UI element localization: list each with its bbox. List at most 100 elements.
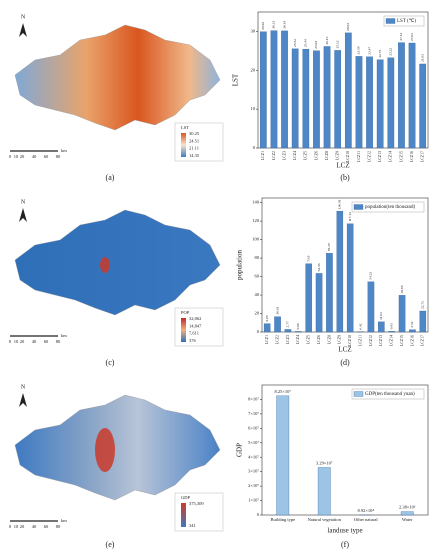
bar: [323, 46, 331, 149]
legend-label: GDP(ten thousand yuan): [365, 392, 415, 397]
data-label: 130.81: [338, 199, 342, 209]
scale-unit: km: [61, 148, 67, 153]
x-tick-label: LCZ5: [304, 151, 308, 160]
scale-label: 60: [44, 339, 49, 344]
x-axis-label: LCZ: [336, 162, 349, 170]
y-tick-label: 60: [255, 274, 260, 279]
data-label: 2.77: [286, 321, 290, 327]
legend-title: GDP: [181, 495, 190, 500]
bar: [366, 56, 373, 149]
data-label: 85.18: [327, 243, 331, 251]
x-tick-label: Water: [402, 517, 413, 522]
y-tick-label: 8×10⁷: [248, 396, 259, 401]
bar: [419, 63, 427, 149]
bar: [259, 31, 267, 149]
data-label: 23.22: [389, 48, 393, 56]
scale-label: 20: [20, 524, 25, 529]
x-tick-label: LCZ10: [348, 335, 352, 346]
x-tick-label: LCZ17: [421, 335, 425, 346]
bar: [400, 511, 414, 516]
bar: [409, 329, 416, 333]
scale-unit: km: [61, 333, 67, 338]
bar: [295, 331, 302, 333]
bar: [408, 42, 416, 149]
legend-label: 24.51: [189, 138, 199, 143]
scale-label: 0: [9, 154, 12, 159]
data-label: 25.44: [304, 39, 308, 47]
legend-swatch: [353, 391, 364, 397]
data-label: 27.13: [399, 32, 403, 40]
data-label: 25.52: [293, 39, 297, 47]
scale-label: 80: [56, 154, 61, 159]
x-tick-label: LCZ8: [327, 335, 331, 344]
map-hotspot: [100, 257, 110, 273]
x-tick-label: LCZ13: [379, 335, 383, 346]
data-label: 21.63: [420, 54, 424, 62]
data-label: 63.38: [317, 263, 321, 271]
map-region: [14, 209, 221, 316]
y-tick-label: 1×10⁷: [248, 498, 259, 503]
x-tick-label: LCZ16: [410, 335, 414, 346]
scale-label: 10: [14, 524, 19, 529]
panel-label: (a): [106, 173, 115, 182]
x-tick-label: LCZ11: [357, 151, 361, 162]
x-tick-label: LCZ11: [358, 335, 362, 346]
x-tick-label: LCZ5: [307, 335, 311, 344]
y-tick-label: 3×10⁷: [248, 469, 259, 474]
data-label: 11.01: [379, 312, 383, 320]
bar: [336, 210, 344, 333]
data-label: 26.13: [325, 36, 329, 44]
scale-label: 10: [14, 154, 19, 159]
scale-label: 60: [44, 524, 49, 529]
x-tick-label: LCZ6: [314, 151, 318, 160]
x-tick-label: LCZ14: [390, 335, 394, 346]
data-label: 117.13: [348, 212, 352, 222]
data-label: 2.52: [410, 321, 414, 327]
y-tick-label: 40: [255, 292, 260, 297]
panel-label: (d): [340, 358, 350, 367]
data-label: 30.21: [272, 20, 276, 28]
bar: [270, 30, 278, 149]
y-tick-label: 2×10⁷: [248, 483, 259, 488]
x-tick-label: LCZ15: [400, 335, 404, 346]
y-tick-label: 6×10⁷: [248, 425, 259, 430]
data-label: 25.03: [314, 41, 318, 49]
map-region: [14, 24, 221, 131]
x-tick-label: Natural vegetation: [308, 517, 342, 522]
y-tick-label: 0: [257, 512, 260, 517]
north-label: N: [21, 14, 26, 20]
x-tick-label: LCZ2: [272, 151, 276, 160]
scale-label: 0: [9, 339, 12, 344]
panel-label: (c): [106, 358, 115, 367]
bar: [355, 56, 363, 149]
data-label: 29.92: [261, 22, 265, 30]
y-tick-label: 0: [253, 145, 256, 150]
bar: [346, 223, 354, 333]
bar: [378, 321, 385, 333]
legend-label: 21.11: [189, 146, 199, 151]
data-label: 25.12: [335, 40, 339, 48]
bar: [274, 316, 281, 333]
panel-label: (b): [340, 173, 350, 182]
bar: [398, 295, 406, 333]
y-tick-label: 4×10⁷: [248, 454, 259, 459]
map-region: [14, 394, 221, 501]
data-label: 27.02: [410, 33, 414, 41]
x-tick-label: LCZ9: [336, 151, 340, 160]
legend-title: LST: [181, 125, 189, 130]
bar: [302, 48, 310, 149]
x-tick-label: LCZ14: [389, 151, 393, 162]
scale-label: 60: [44, 154, 49, 159]
plot-frame: [257, 11, 429, 149]
bar: [388, 331, 395, 333]
x-tick-label: LCZ9: [338, 335, 342, 344]
x-tick-label: LCZ3: [282, 151, 286, 160]
data-label: 54.32: [369, 272, 373, 280]
bar: [284, 329, 292, 333]
bar: [367, 281, 375, 333]
north-label: N: [21, 199, 26, 205]
x-tick-label: Building type: [270, 517, 295, 522]
y-tick-label: 80: [255, 255, 260, 260]
